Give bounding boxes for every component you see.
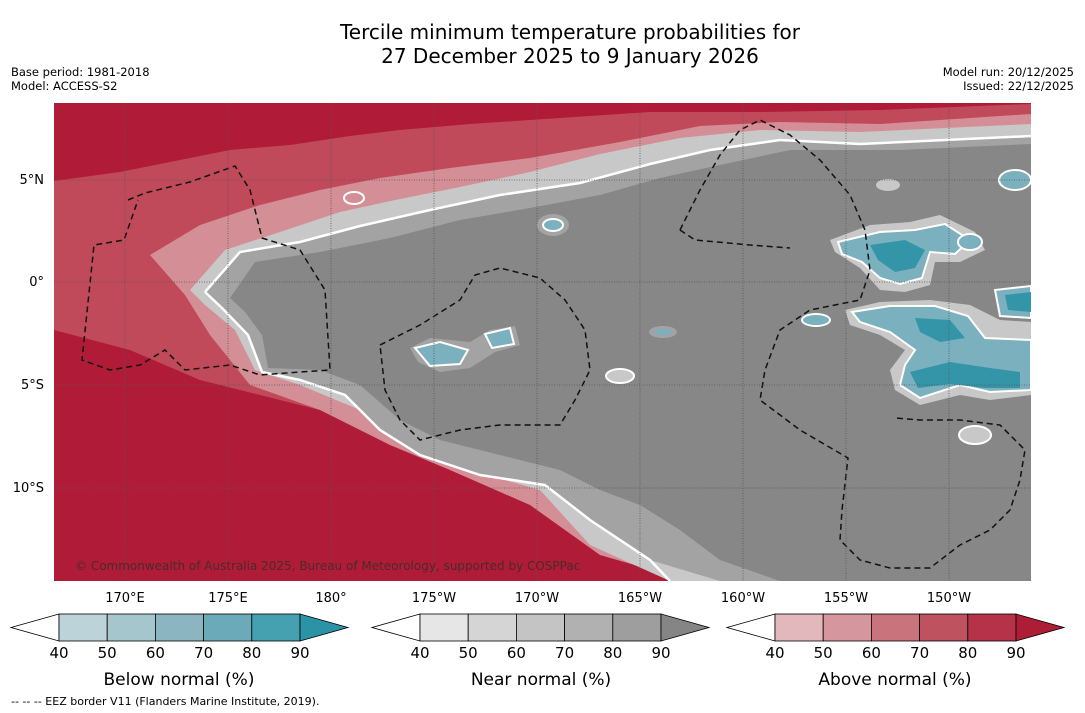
lon-label: 175°E <box>208 591 248 606</box>
below-normal-colorbar-tick: 70 <box>194 644 213 662</box>
above-normal-colorbar-tick: 80 <box>958 644 977 662</box>
below-normal-patch <box>654 329 672 335</box>
lat-label: 5°S <box>21 378 44 393</box>
lon-label: 170°E <box>105 591 145 606</box>
colorbars: 40 50 60 70 80 90 40 50 60 70 80 90 40 50 60 70 80 90 <box>9 613 1066 662</box>
above-normal-colorbar-min-extension <box>725 613 776 642</box>
below-normal-colorbar-segment <box>251 613 301 642</box>
above-normal-colorbar-segment <box>774 613 824 642</box>
title-line-2: 27 December 2025 to 9 January 2026 <box>381 44 759 68</box>
near-normal-colorbar-segment <box>564 613 614 642</box>
near-normal-patch <box>876 179 900 191</box>
meta-right: Model run: 20/12/2025 Issued: 22/12/2025 <box>943 65 1074 93</box>
eez-border <box>679 229 791 249</box>
below-normal-colorbar-segment <box>154 613 204 642</box>
below-normal-colorbar-tick: 60 <box>146 644 165 662</box>
probability-field: © Commonwealth of Australia 2025, Bureau… <box>54 103 1031 581</box>
below-normal-patch <box>542 218 564 232</box>
above-normal-colorbar-max-extension <box>1015 613 1066 642</box>
colorbar-labels: Below normal (%) Near normal (%) Above n… <box>104 670 972 690</box>
below-normal-patch <box>801 313 831 327</box>
near-normal-patch <box>958 425 992 445</box>
above-normal-colorbar-segment <box>822 613 872 642</box>
below-normal-colorbar-max-extension <box>299 613 350 642</box>
above-normal-colorbar-tick: 90 <box>1006 644 1025 662</box>
above-normal-colorbar-segment <box>919 613 969 642</box>
below-normal-colorbar-segment <box>203 613 253 642</box>
below-normal-label: Below normal (%) <box>104 670 255 690</box>
above-normal-patch <box>343 191 365 205</box>
category-boundary <box>204 134 1031 293</box>
below-normal-colorbar-tick: 90 <box>290 644 309 662</box>
lat-label: 0° <box>29 275 44 290</box>
lon-label: 150°W <box>927 591 971 606</box>
eez-borders <box>81 119 1026 569</box>
above-normal-colorbar-tick: 60 <box>862 644 881 662</box>
gridlines <box>54 103 1031 581</box>
near-normal-colorbar-segment <box>612 613 662 642</box>
near-normal-colorbar-tick: 60 <box>507 644 526 662</box>
near-normal-colorbar-segment <box>467 613 517 642</box>
above-normal-colorbar-tick: 70 <box>910 644 929 662</box>
near-normal-colorbar-segment <box>516 613 566 642</box>
lon-label: 175°W <box>412 591 456 606</box>
model-run: Model run: 20/12/2025 <box>942 65 1074 79</box>
above-normal-label: Above normal (%) <box>818 670 971 690</box>
near-normal-patch <box>605 368 635 384</box>
eez-border <box>379 267 591 441</box>
category-boundary-south <box>204 291 671 581</box>
near-normal-colorbar-tick: 70 <box>555 644 574 662</box>
near-normal-colorbar-tick: 50 <box>459 644 478 662</box>
footnote: -- -- -- EEZ border V11 (Flanders Marine… <box>11 695 320 708</box>
meta-left: Base period: 1981-2018 Model: ACCESS-S2 <box>11 65 150 93</box>
model-name: Model: ACCESS-S2 <box>11 79 118 93</box>
lon-label: 160°W <box>721 591 765 606</box>
below-normal-core <box>915 318 965 342</box>
near-normal-colorbar-tick: 90 <box>651 644 670 662</box>
lat-label: 10°S <box>13 481 44 496</box>
near-normal-high-region <box>230 144 1031 581</box>
issued-date: Issued: 22/12/2025 <box>963 79 1074 93</box>
title-line-1: Tercile minimum temperature probabilitie… <box>339 20 801 44</box>
below-normal-colorbar-segment <box>106 613 156 642</box>
below-normal-colorbar-segment <box>58 613 108 642</box>
lon-label: 155°W <box>824 591 868 606</box>
near-normal-colorbar-min-extension <box>370 613 421 642</box>
above-normal-colorbar-tick: 50 <box>814 644 833 662</box>
above-normal-colorbar-tick: 40 <box>765 644 784 662</box>
near-normal-colorbar-tick: 40 <box>410 644 429 662</box>
lon-labels: 170°E 175°E 180° 175°W 170°W 165°W 160°W… <box>105 591 971 606</box>
near-normal-colorbar-tick: 80 <box>603 644 622 662</box>
lon-label: 170°W <box>515 591 559 606</box>
below-normal-core <box>1005 292 1031 312</box>
below-normal-core <box>910 362 1020 388</box>
below-normal-patch <box>957 233 983 251</box>
near-normal-colorbar-max-extension <box>660 613 711 642</box>
below-normal-colorbar-tick: 80 <box>242 644 261 662</box>
lon-label: 165°W <box>618 591 662 606</box>
below-normal-colorbar-tick: 50 <box>98 644 117 662</box>
below-normal-colorbar-tick: 40 <box>49 644 68 662</box>
below-normal-patch <box>413 340 470 368</box>
above-normal-colorbar-segment <box>967 613 1017 642</box>
near-normal-colorbar-segment <box>419 613 469 642</box>
eez-border <box>679 119 1026 569</box>
lon-label: 180° <box>315 591 346 606</box>
below-normal-patch <box>483 326 516 350</box>
near-normal-label: Near normal (%) <box>471 670 611 690</box>
above-normal-colorbar-segment <box>871 613 921 642</box>
lat-label: 5°N <box>20 173 45 188</box>
lat-labels: 5°N 0° 5°S 10°S <box>13 173 44 496</box>
chart-title: Tercile minimum temperature probabilitie… <box>0 20 1085 68</box>
below-normal-core <box>870 240 925 272</box>
copyright-text: © Commonwealth of Australia 2025, Bureau… <box>75 559 580 573</box>
base-period: Base period: 1981-2018 <box>11 65 150 79</box>
below-normal-colorbar-min-extension <box>9 613 60 642</box>
